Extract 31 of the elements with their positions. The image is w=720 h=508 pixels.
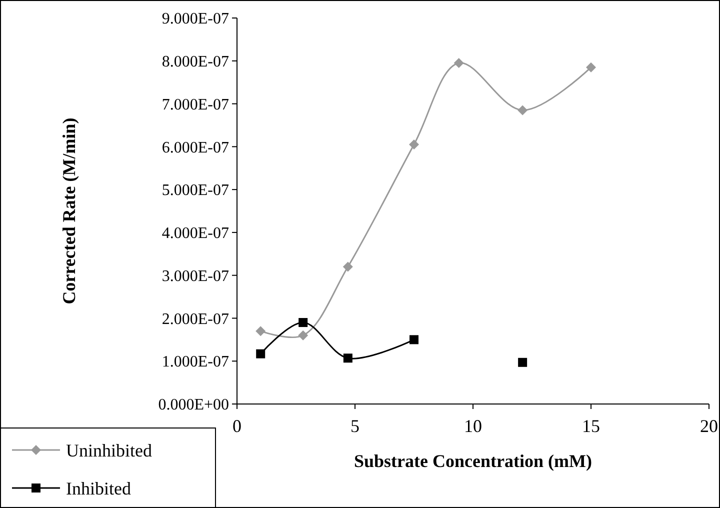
point [409, 140, 419, 150]
point [586, 62, 596, 72]
point [256, 326, 266, 336]
y-tick-label: 0.000E+00 [158, 396, 229, 414]
point [298, 318, 308, 328]
y-tick-label: 6.000E-07 [162, 139, 229, 156]
y-tick-label: 2.000E-07 [162, 310, 229, 328]
y-tick-label: 1.000E-07 [162, 354, 229, 371]
x-tick-label: 5 [350, 416, 360, 436]
point [256, 349, 266, 358]
point [298, 330, 308, 340]
legend-label: Uninhibited [66, 440, 152, 460]
y-axis-title: Corrected Rate (M/min) [59, 118, 79, 304]
point [410, 335, 418, 344]
y-tick-label: 9.000E-07 [162, 10, 229, 28]
point [518, 358, 528, 367]
legend-label: Inhibited [66, 478, 131, 498]
point [342, 262, 353, 272]
x-tick-label: 10 [464, 416, 482, 436]
point [518, 105, 528, 116]
x-tick-label: 15 [582, 416, 600, 436]
y-tick-label: 3.000E-07 [162, 268, 229, 285]
y-tick-label: 5.000E-07 [162, 182, 229, 200]
point [343, 354, 352, 363]
point [454, 58, 464, 68]
x-tick-label: 20 [700, 416, 718, 436]
x-axis-title: Substrate Concentration (mM) [354, 451, 592, 471]
y-tick-label: 8.000E-07 [162, 53, 229, 70]
y-tick-label: 7.000E-07 [162, 96, 229, 114]
y-tick-label: 4.000E-07 [162, 225, 229, 242]
x-tick-label: 0 [232, 416, 242, 436]
